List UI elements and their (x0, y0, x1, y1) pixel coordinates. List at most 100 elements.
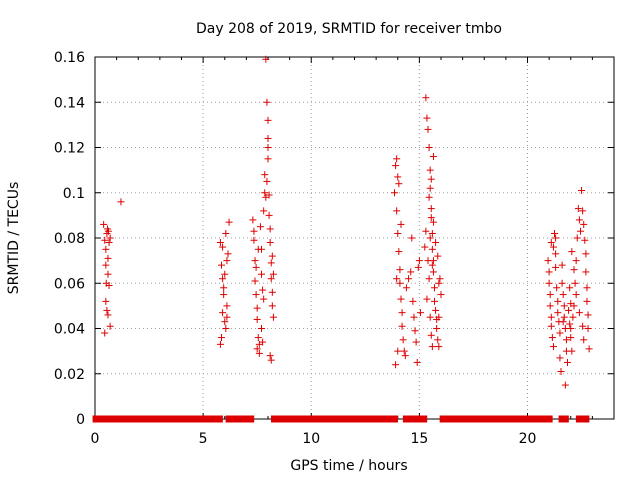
data-point (427, 214, 435, 222)
data-point (253, 345, 261, 353)
data-point (222, 325, 230, 332)
data-point (424, 125, 432, 133)
data-point (428, 245, 436, 253)
data-point (565, 306, 573, 314)
y-tick-label: 0.1 (63, 186, 85, 202)
data-point (267, 356, 275, 364)
data-point (220, 291, 228, 299)
data-point (220, 284, 228, 292)
data-point (264, 155, 272, 163)
zero-value-points (225, 415, 255, 423)
data-point (223, 313, 231, 321)
data-point (258, 325, 266, 332)
data-point (426, 166, 434, 174)
data-point (399, 336, 407, 344)
data-point (567, 325, 575, 332)
data-point (393, 275, 401, 283)
y-tick-label: 0.16 (54, 50, 85, 66)
data-point (224, 250, 232, 258)
data-point (260, 207, 268, 215)
data-point (394, 347, 402, 355)
data-point (104, 311, 112, 319)
data-point (552, 234, 560, 242)
data-point (101, 236, 109, 244)
data-point (402, 284, 410, 292)
data-point (398, 309, 406, 317)
data-point (259, 338, 267, 346)
data-point (396, 266, 404, 274)
data-point (104, 254, 112, 262)
data-point (423, 114, 431, 122)
data-point (552, 250, 560, 258)
data-point (416, 309, 424, 317)
data-point (263, 98, 271, 106)
data-point (583, 297, 591, 305)
axis-tick-labels: 0 0.02 0.04 0.06 0.08 0.1 0.12 0.14 0.16 0 5 10 15 20 (54, 50, 537, 447)
data-point (218, 261, 226, 269)
data-point (268, 302, 276, 310)
data-point (267, 259, 275, 267)
data-point (549, 243, 557, 251)
y-tick-label: 0.08 (54, 231, 85, 247)
data-point (219, 243, 227, 251)
data-point (395, 248, 403, 256)
data-point (222, 229, 230, 237)
y-tick-label: 0.06 (54, 276, 85, 292)
data-point (557, 367, 565, 375)
data-point (261, 171, 269, 179)
data-point (409, 297, 417, 305)
x-tick-label: 10 (302, 431, 320, 447)
data-point (394, 229, 402, 237)
data-point (570, 266, 578, 274)
data-point (262, 55, 270, 63)
grid (95, 57, 614, 419)
data-point (391, 189, 399, 197)
data-point (255, 349, 263, 357)
chart-title: Day 208 of 2019, SRMTID for receiver tmb… (196, 21, 502, 37)
data-point (425, 144, 433, 151)
data-point (574, 205, 582, 213)
data-point (572, 291, 580, 299)
data-point (392, 162, 400, 170)
data-point (432, 239, 440, 247)
data-point (427, 175, 435, 183)
data-point (434, 252, 442, 260)
data-point (223, 302, 231, 310)
data-point (546, 302, 554, 310)
data-point (575, 309, 583, 317)
data-point (429, 218, 437, 226)
data-point (428, 261, 436, 269)
data-point (106, 322, 114, 330)
data-point (219, 309, 227, 317)
data-point (569, 313, 577, 321)
data-point (251, 257, 259, 265)
data-point (426, 313, 434, 321)
y-tick-label: 0.12 (54, 141, 85, 157)
data-point (560, 302, 568, 310)
data-point (401, 352, 409, 360)
data-point (422, 227, 430, 235)
data-point (415, 257, 423, 265)
data-point (253, 315, 261, 323)
data-point (396, 279, 404, 287)
data-point (267, 275, 275, 283)
data-point (393, 207, 401, 215)
y-tick-label: 0 (76, 412, 85, 428)
data-point (582, 268, 590, 276)
data-point (567, 300, 575, 308)
data-point (566, 284, 574, 292)
data-point (105, 239, 113, 247)
data-point (584, 325, 592, 332)
data-point (266, 239, 274, 247)
x-tick-label: 5 (199, 431, 208, 447)
data-point (428, 343, 436, 351)
zero-value-points (558, 415, 569, 423)
x-tick-label: 20 (519, 431, 537, 447)
data-point (558, 261, 566, 269)
data-point (413, 358, 421, 366)
data-point (427, 331, 435, 339)
data-point (265, 211, 273, 219)
data-point (556, 354, 564, 362)
data-point (572, 257, 580, 265)
axis-ticks (94, 56, 614, 420)
